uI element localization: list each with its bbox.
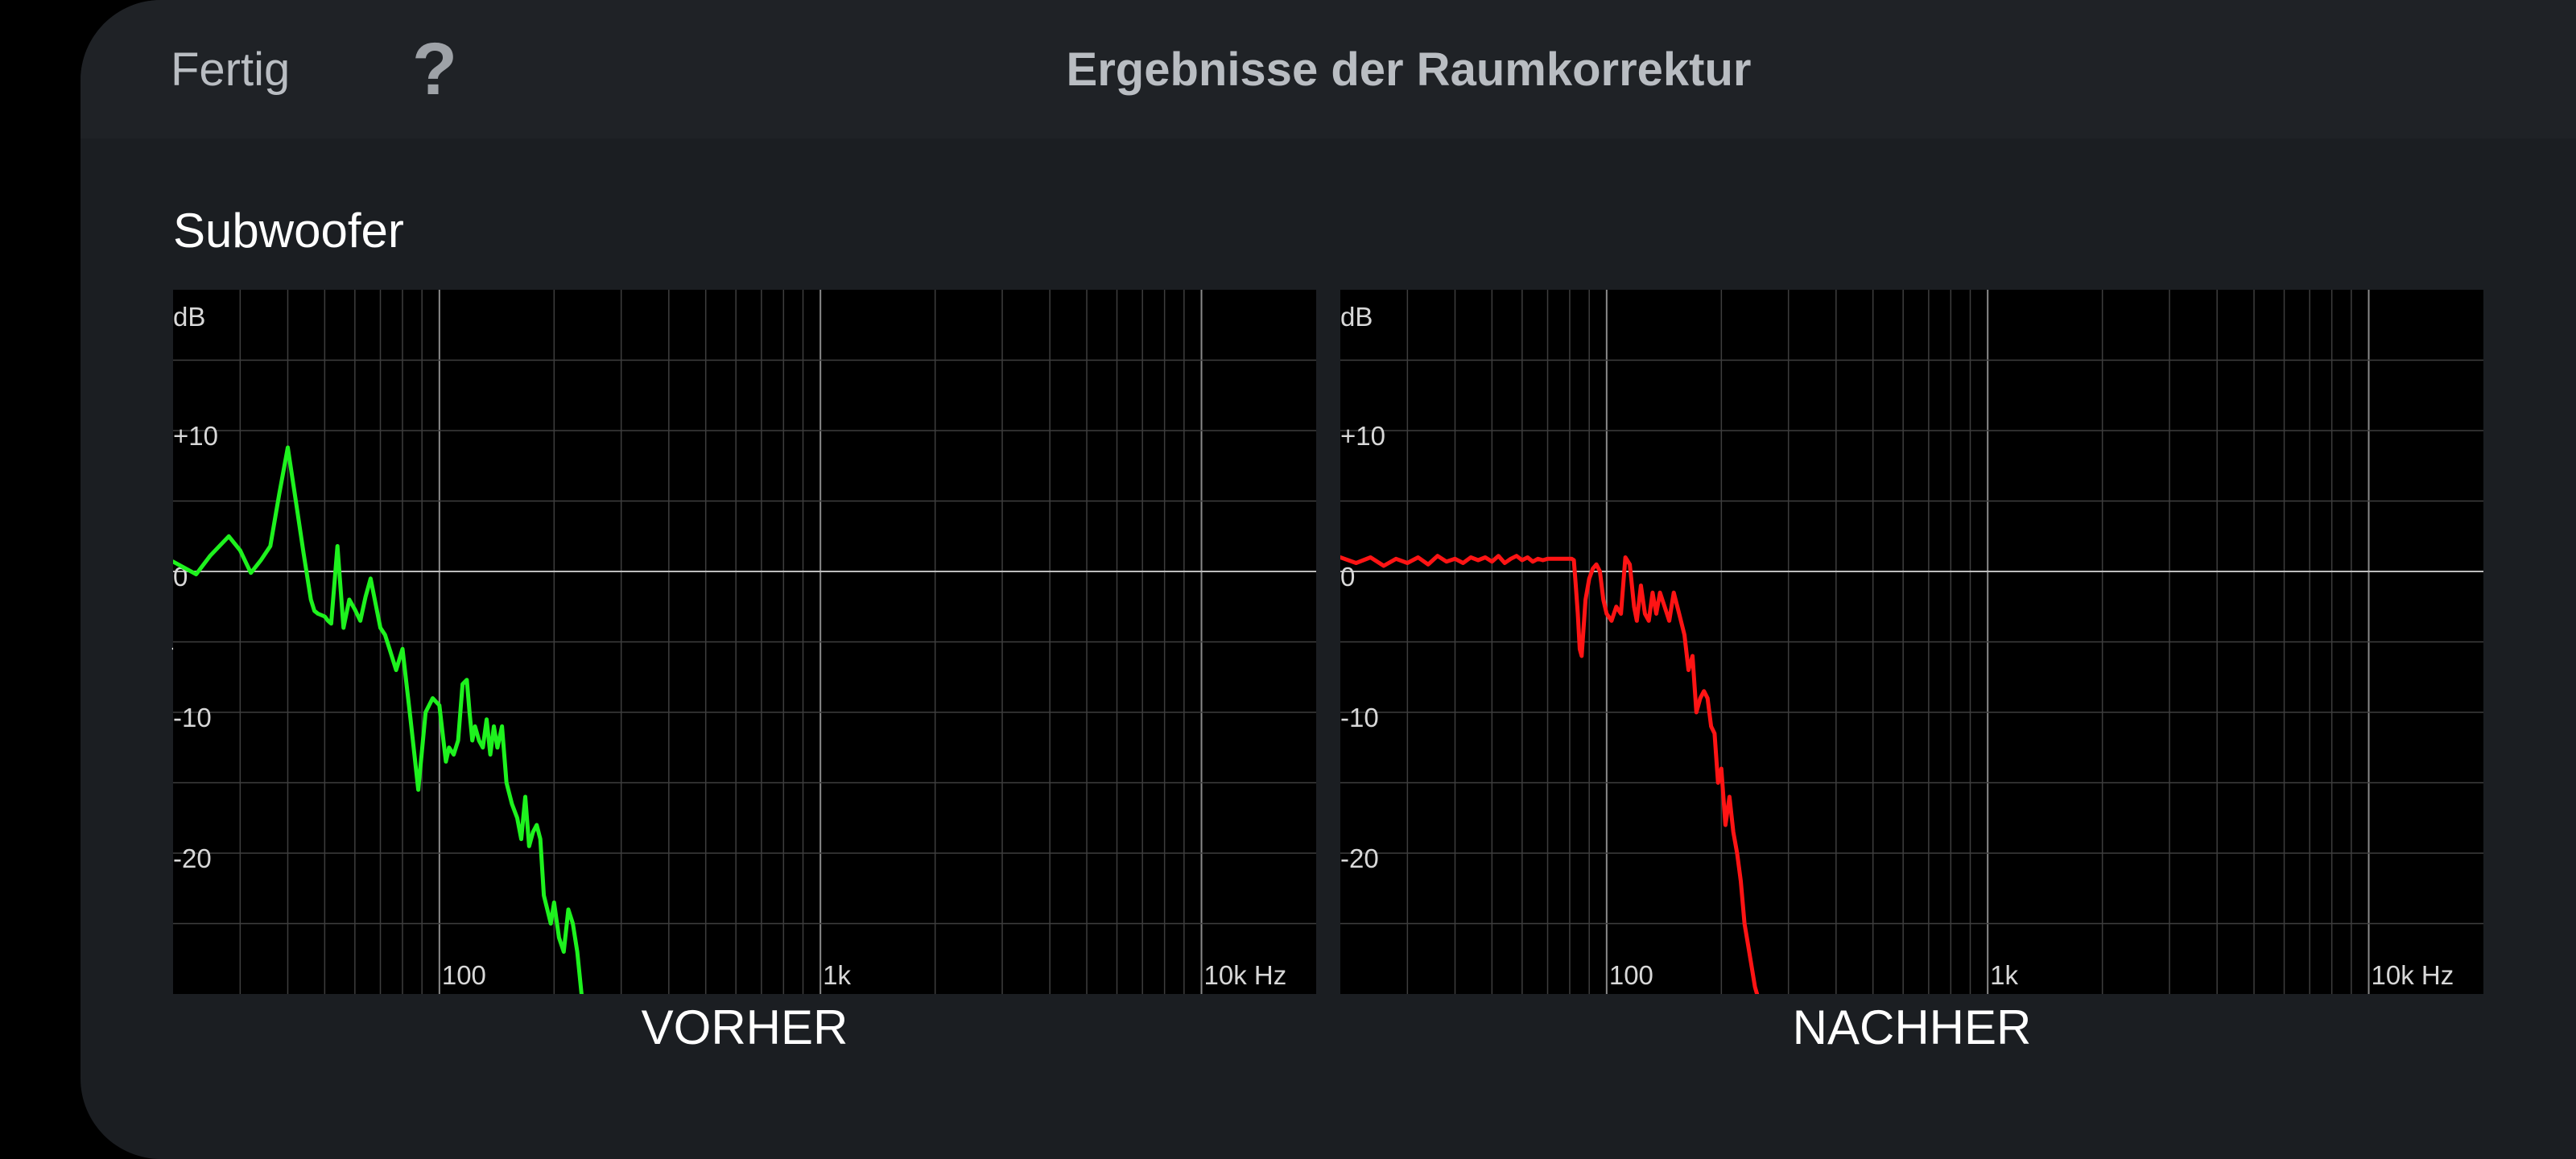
y-tick-label: -20 — [173, 843, 212, 873]
x-tick-label: 100 — [1609, 960, 1653, 990]
response-curve — [173, 445, 584, 994]
x-tick-label: 10k Hz — [2372, 960, 2454, 990]
x-tick-label: 100 — [442, 960, 486, 990]
grid — [173, 290, 1316, 994]
y-unit-label: dB — [173, 302, 205, 332]
help-icon[interactable]: ? — [411, 28, 458, 110]
x-tick-label: 10k Hz — [1204, 960, 1287, 990]
x-tick-label: 1k — [1990, 960, 2018, 990]
y-tick-label: -20 — [1340, 843, 1379, 873]
y-tick-label: +10 — [173, 421, 218, 451]
x-tick-label: 1k — [823, 960, 851, 990]
page-title: Ergebnisse der Raumkorrektur — [1066, 43, 1752, 96]
done-button[interactable]: Fertig — [171, 43, 291, 96]
y-tick-label: 0 — [1340, 562, 1355, 592]
response-curve — [1340, 554, 1760, 994]
before-label: VORHER — [641, 1000, 848, 1054]
section-title-subwoofer: Subwoofer — [173, 204, 404, 258]
y-tick-label: +10 — [1340, 421, 1385, 451]
results-sheet: Fertig ? Ergebnisse der Raumkorrektur Su… — [80, 0, 2576, 1159]
top-bar: Fertig ? Ergebnisse der Raumkorrektur — [80, 0, 2576, 138]
grid — [1340, 290, 2483, 994]
y-tick-label: -10 — [1340, 703, 1379, 732]
y-tick-label: -10 — [173, 703, 212, 732]
after-label: NACHHER — [1792, 1000, 2032, 1054]
after-chart: dB +10 0 -10 -20 100 1k 10k Hz — [1340, 290, 2483, 994]
y-unit-label: dB — [1340, 302, 1373, 332]
